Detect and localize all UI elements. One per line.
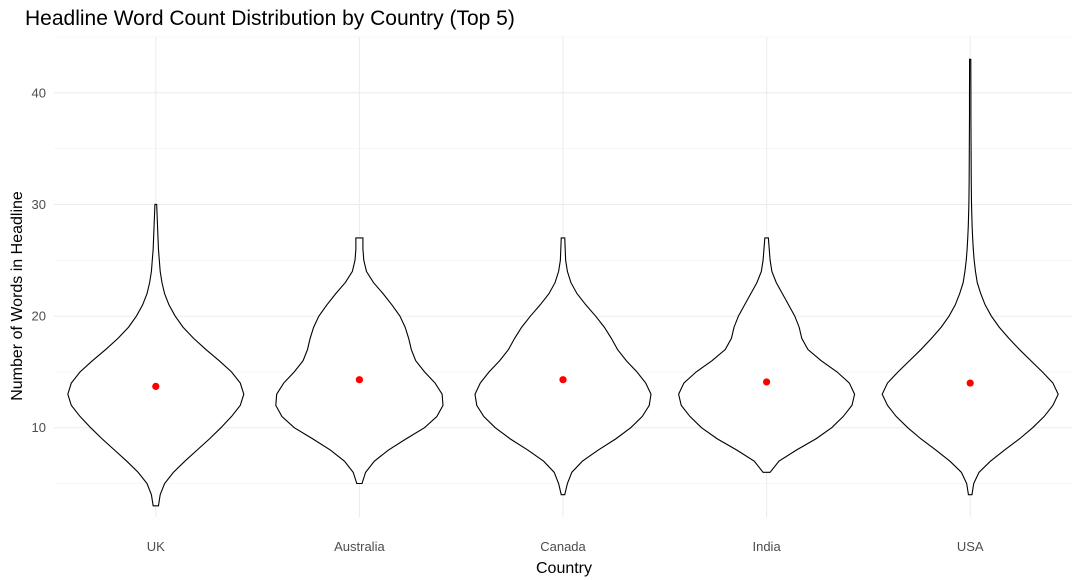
y-tick-label: 10 xyxy=(32,420,46,435)
mean-point-canada xyxy=(559,376,567,384)
violin-uk xyxy=(67,203,245,507)
x-tick-labels: UK Australia Canada India USA xyxy=(147,539,984,554)
violin-australia xyxy=(275,237,444,485)
mean-point-uk xyxy=(152,382,160,390)
mean-point-usa xyxy=(966,379,974,387)
violin-india xyxy=(678,237,856,473)
y-tick-label: 20 xyxy=(32,309,46,324)
x-tick-label: Australia xyxy=(334,539,385,554)
x-tick-label: India xyxy=(752,539,781,554)
mean-point-india xyxy=(763,378,771,386)
chart-title: Headline Word Count Distribution by Coun… xyxy=(25,7,515,30)
y-tick-label: 30 xyxy=(32,197,46,212)
violin-usa xyxy=(881,58,1059,496)
violins xyxy=(67,58,1059,507)
x-axis-title: Country xyxy=(536,560,592,577)
x-tick-label: Canada xyxy=(540,539,586,554)
y-tick-labels: 10 20 30 40 xyxy=(32,85,46,435)
mean-point-australia xyxy=(355,376,363,384)
y-axis-title: Number of Words in Headline xyxy=(9,191,26,401)
violin-canada xyxy=(474,237,652,496)
x-tick-label: USA xyxy=(957,539,984,554)
mean-points xyxy=(152,376,974,390)
x-tick-label: UK xyxy=(147,539,165,554)
y-tick-label: 40 xyxy=(32,85,46,100)
